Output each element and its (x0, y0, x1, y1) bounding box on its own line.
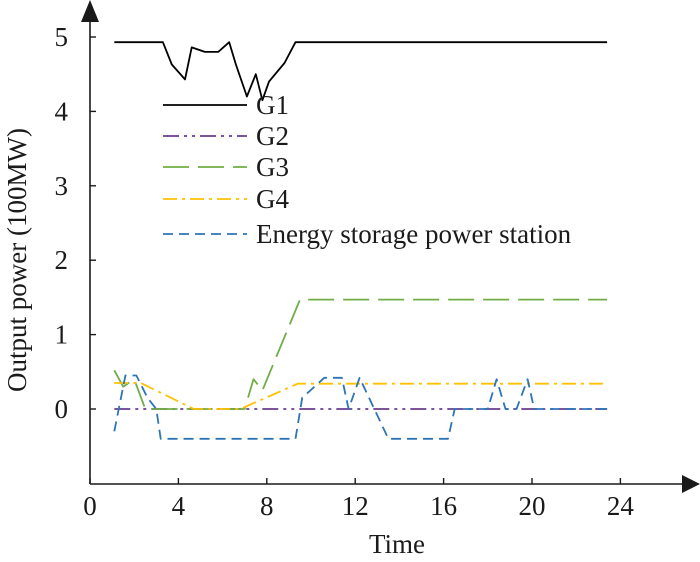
series-line-5 (113, 374, 608, 440)
x-tick-label: 24 (607, 491, 635, 521)
y-tick-label: 0 (55, 394, 69, 424)
legend-label-2: G2 (256, 121, 289, 151)
x-tick-label: 20 (519, 491, 546, 521)
y-axis-arrow (81, 0, 99, 22)
series-line-3 (113, 298, 608, 410)
x-tick-label: 4 (172, 491, 186, 521)
x-axis-arrow (682, 475, 700, 493)
x-tick-label: 8 (260, 491, 274, 521)
x-tick-label: 0 (83, 491, 97, 521)
y-tick-label: 5 (55, 22, 69, 52)
series-line-1 (114, 41, 608, 102)
legend-label-1: G1 (256, 90, 289, 120)
x-axis-title: Time (369, 529, 425, 559)
legend-label-3: G3 (256, 152, 289, 182)
y-tick-label: 4 (55, 96, 69, 126)
series-line-4 (114, 382, 608, 410)
legend-label-4: G4 (256, 184, 289, 214)
series-layer (113, 41, 608, 440)
y-tick-label: 1 (55, 320, 69, 350)
y-axis-title: Output power (100MW) (2, 128, 32, 392)
y-tick-label: 2 (55, 245, 69, 275)
legend-label-5: Energy storage power station (256, 219, 572, 249)
x-tick-label: 12 (342, 491, 369, 521)
y-tick-label: 3 (55, 171, 69, 201)
x-tick-label: 16 (430, 491, 457, 521)
